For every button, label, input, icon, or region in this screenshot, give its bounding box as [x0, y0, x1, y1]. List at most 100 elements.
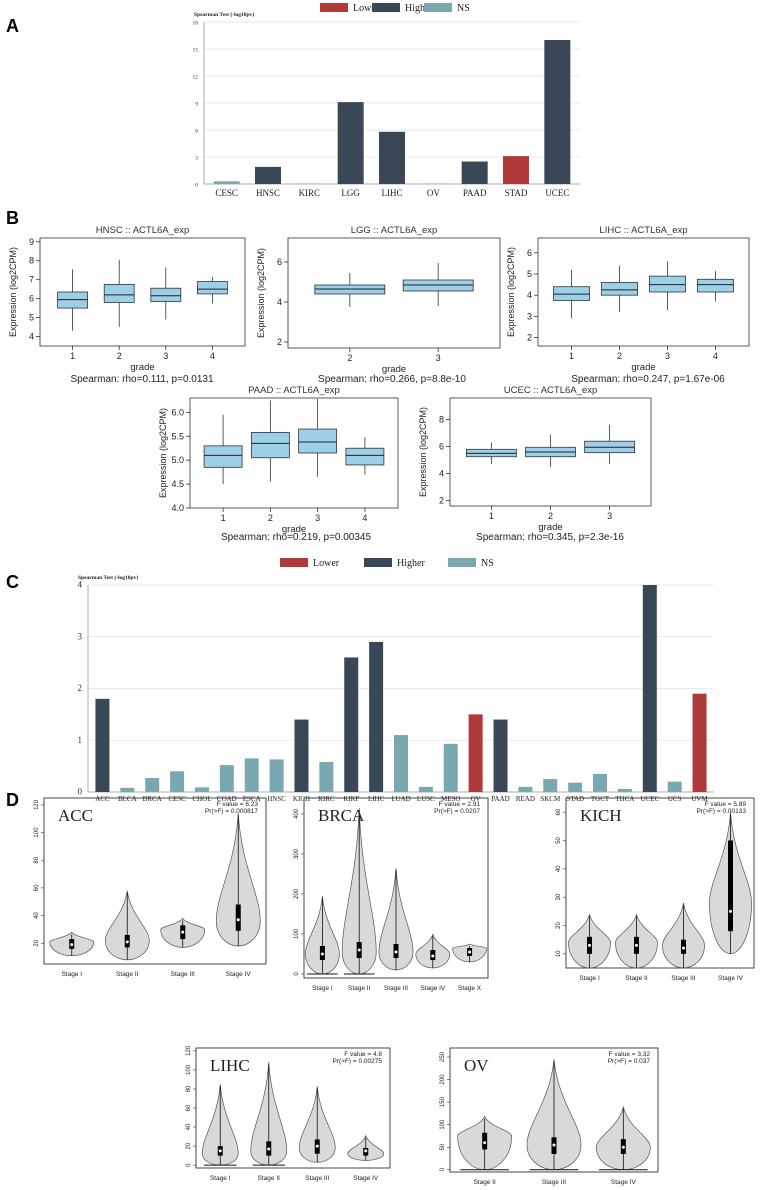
- y-tick-label: 6: [439, 442, 444, 452]
- violin-iqr: [482, 1132, 488, 1150]
- box-4: [697, 278, 734, 293]
- y-tick-label: 40: [186, 1123, 192, 1130]
- x-tick-label: 2: [548, 511, 553, 521]
- x-tick-label: PAAD: [463, 188, 487, 198]
- y-tick-label: 2: [277, 337, 282, 347]
- y-tick-label: 4: [439, 469, 444, 479]
- plot-title: BRCA: [318, 806, 365, 825]
- violin-median: [635, 943, 638, 947]
- y-tick-label: 250: [440, 1051, 446, 1062]
- y-tick-label: 7: [29, 275, 34, 285]
- x-tick-label: COAD: [217, 795, 237, 803]
- bar-skcm: [543, 779, 558, 792]
- panel-label-a: A: [6, 16, 19, 36]
- plot-frame: [43, 797, 267, 965]
- x-tick-label: 3: [315, 513, 320, 523]
- violin-median: [357, 948, 361, 952]
- y-tick-label: 2: [439, 496, 444, 506]
- x-tick-label: HNSC: [267, 795, 286, 803]
- x-tick-label: Stage III: [305, 1175, 329, 1182]
- y-tick-label: 20: [186, 1142, 192, 1149]
- legend-swatch-ns: [424, 3, 452, 12]
- legend-label-lower: Lower: [353, 3, 380, 14]
- x-axis-title: grade: [130, 362, 154, 373]
- x-tick-label: Stage I: [579, 975, 600, 982]
- x-tick-label: 1: [489, 511, 494, 521]
- x-tick-label: BRCA: [143, 795, 162, 803]
- y-tick-label: 0: [78, 787, 83, 797]
- x-tick-label: Stage II: [258, 1175, 281, 1182]
- y-tick-label: 10: [556, 950, 562, 957]
- x-tick-label: ACC: [95, 795, 110, 803]
- x-tick-label: STAD: [566, 795, 584, 803]
- y-axis-title: Expression (log2CPM): [256, 248, 266, 338]
- violin-median: [588, 943, 591, 947]
- x-tick-label: UCEC: [640, 795, 659, 803]
- y-tick-label: 18: [193, 21, 199, 27]
- bar-tgct: [593, 773, 608, 792]
- plot-title: KICH: [580, 806, 622, 825]
- x-tick-label: PAAD: [491, 795, 509, 803]
- bar-hnsc: [255, 166, 281, 184]
- violin-median: [320, 952, 324, 956]
- y-tick-label: 40: [556, 865, 562, 872]
- x-tick-label: 2: [117, 351, 122, 361]
- x-tick-label: BLCA: [118, 795, 137, 803]
- bar-ov: [420, 183, 447, 184]
- violin-median: [70, 943, 74, 947]
- y-tick-label: 80: [34, 856, 40, 863]
- x-tick-label: Stage II: [348, 985, 371, 992]
- x-tick-label: KIRC: [318, 795, 335, 803]
- bar-ucec: [544, 40, 571, 184]
- bar-meso: [443, 743, 458, 792]
- x-tick-label: KIRP: [343, 795, 359, 803]
- bar-thca: [617, 788, 632, 792]
- x-tick-label: CESC: [168, 795, 186, 803]
- y-tick-label: 40: [34, 912, 40, 919]
- x-axis-title: grade: [382, 364, 406, 375]
- x-tick-label: TGCT: [591, 795, 610, 803]
- x-tick-label: Stage II: [625, 975, 648, 982]
- box-2: [601, 282, 638, 296]
- x-tick-label: LUSC: [417, 795, 435, 803]
- panel-label-d: D: [6, 790, 19, 810]
- box-2: [250, 432, 290, 459]
- violin-iqr: [728, 840, 733, 932]
- plot-frame: [449, 1047, 659, 1173]
- y-tick-label: 5.5: [171, 431, 184, 441]
- y-tick-label: 2: [78, 683, 83, 693]
- violin-median: [552, 1143, 556, 1147]
- plot-title: HNSC :: ACTL6A_exp: [96, 225, 189, 236]
- x-tick-label: 2: [347, 353, 352, 363]
- bar-kirc: [319, 761, 334, 792]
- violin-median: [181, 930, 185, 934]
- x-tick-label: ESCA: [243, 795, 261, 803]
- y-tick-label: 12: [193, 75, 199, 81]
- y-tick-label: 4: [78, 580, 83, 590]
- x-tick-label: Stage II: [473, 1179, 496, 1186]
- x-axis-title: grade: [538, 522, 562, 533]
- violin-median: [125, 940, 129, 944]
- bar-brca: [145, 778, 160, 792]
- y-tick-label: 6: [195, 129, 198, 135]
- y-axis-title: Spearman Test (-log10pv): [194, 11, 254, 18]
- plot-frame: [565, 797, 755, 969]
- plot-frame: [537, 237, 750, 347]
- violin-median: [394, 950, 398, 954]
- violin-median: [431, 954, 435, 958]
- legend-label-ns: NS: [457, 3, 470, 14]
- y-tick-label: 2: [527, 333, 532, 343]
- y-tick-label: 3: [195, 156, 198, 162]
- violin-median: [364, 1149, 368, 1153]
- y-tick-label: 1: [78, 735, 83, 745]
- bar-chol: [194, 787, 209, 792]
- bar-ov: [468, 714, 483, 792]
- x-tick-label: HNSC: [256, 188, 280, 198]
- stat-text: Spearman: rho=0.345, p=2.3e-16: [476, 532, 624, 543]
- x-tick-label: 3: [163, 351, 168, 361]
- stat-text: Spearman: rho=0.247, p=1.67e-06: [571, 374, 725, 385]
